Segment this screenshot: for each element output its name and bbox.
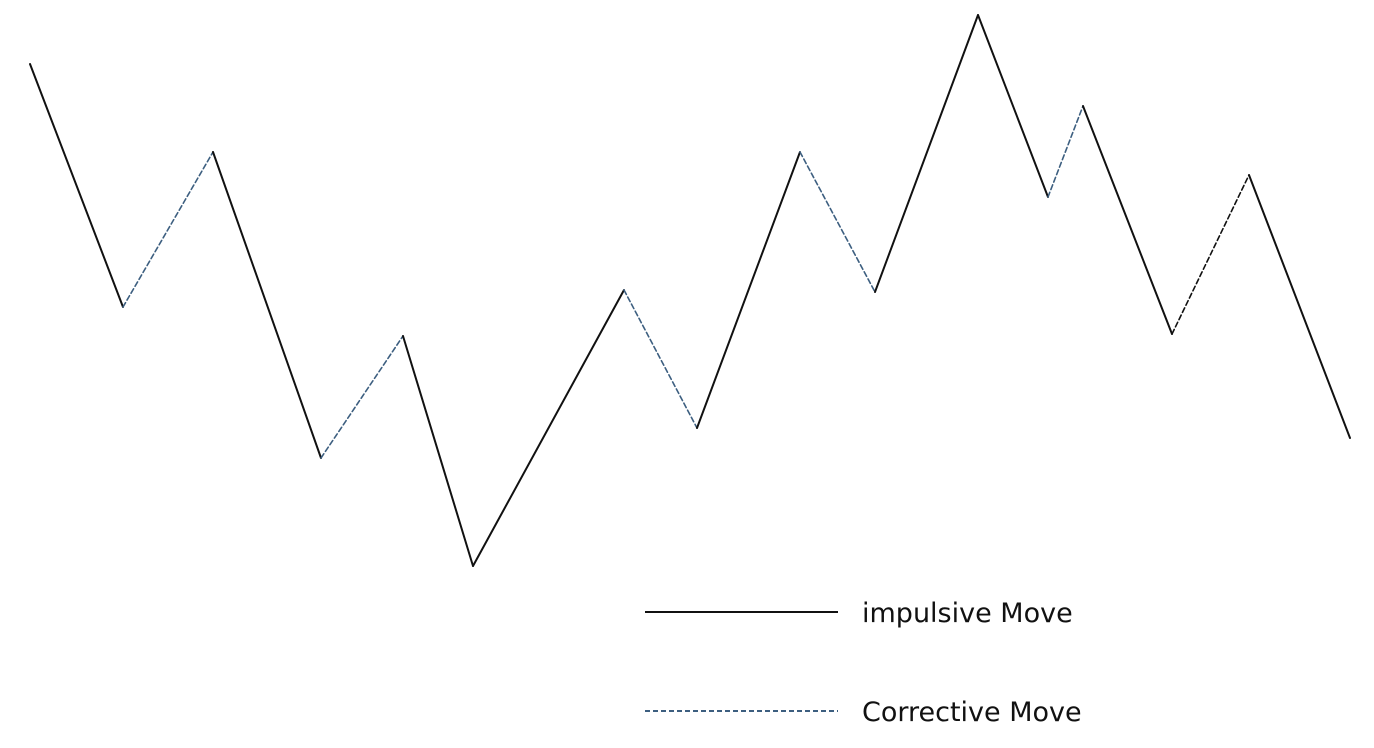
impulsive-segment: [402, 335, 474, 567]
impulsive-segment: [472, 289, 625, 567]
impulsive-segment: [874, 14, 979, 293]
corrective-segment: [799, 151, 876, 293]
impulsive-segment: [29, 63, 124, 308]
impulsive-segment: [696, 151, 801, 429]
impulsive-segment: [1248, 174, 1351, 439]
corrective-segment: [1047, 105, 1084, 198]
legend: impulsive Move Corrective Move: [645, 598, 1082, 728]
legend-impulsive-label: impulsive Move: [862, 598, 1073, 629]
corrective-segment: [623, 289, 698, 429]
wave-path: [29, 14, 1351, 567]
impulsive-segment: [212, 151, 322, 459]
impulsive-segment: [977, 14, 1049, 198]
corrective-segment: [1171, 174, 1250, 335]
corrective-segment: [320, 335, 404, 459]
impulsive-segment: [1082, 105, 1173, 335]
legend-corrective-label: Corrective Move: [862, 697, 1082, 728]
corrective-segment: [122, 151, 214, 308]
